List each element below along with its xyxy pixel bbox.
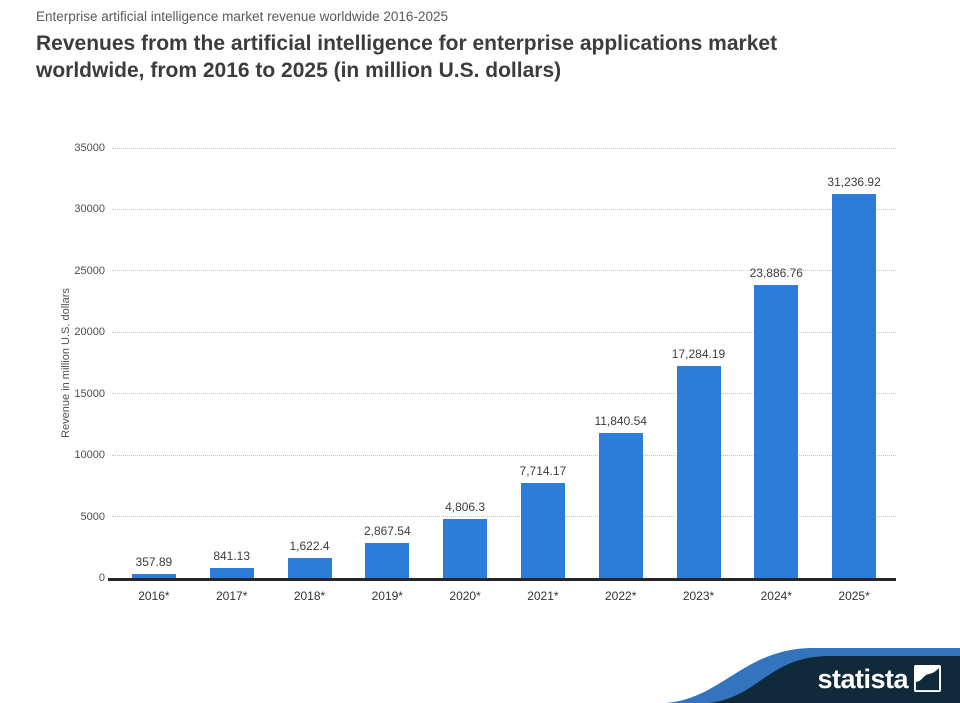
x-tick-label: 2018* xyxy=(293,589,326,603)
x-tick-label: 2019* xyxy=(371,589,403,603)
bar-value-label: 841.13 xyxy=(213,549,251,563)
bar xyxy=(598,433,643,578)
statista-wordmark: statista xyxy=(817,664,908,694)
x-axis-line xyxy=(108,578,896,581)
x-tick-label: 2017* xyxy=(216,589,248,603)
bar-value-label: 23,886.76 xyxy=(749,266,803,280)
y-tick-label: 35000 xyxy=(74,142,105,154)
bar-value-label: 357.89 xyxy=(135,555,173,569)
y-axis-title: Revenue in million U.S. dollars xyxy=(60,288,72,438)
statista-banner: statista xyxy=(600,640,960,703)
x-tick-label: 2022* xyxy=(605,589,637,603)
bar xyxy=(131,574,176,578)
gridline xyxy=(112,393,896,395)
y-tick-label: 20000 xyxy=(74,326,105,339)
bar xyxy=(209,568,254,578)
chart-title: Revenues from the artificial intelligenc… xyxy=(36,32,778,82)
bar-value-label: 31,236.92 xyxy=(827,175,881,189)
banner-swoosh-shape xyxy=(666,648,960,703)
bar xyxy=(520,483,565,578)
x-tick-label: 2024* xyxy=(760,589,792,603)
chart-subtitle: Enterprise artificial intelligence marke… xyxy=(36,9,448,24)
bar-value-label: 11,840.54 xyxy=(594,414,647,428)
bar-value-label: 7,714.17 xyxy=(519,464,567,478)
gridline xyxy=(112,516,896,518)
y-tick-label: 25000 xyxy=(74,264,105,277)
y-tick-label: 0 xyxy=(98,572,105,584)
gridline xyxy=(112,270,896,272)
x-tick-label: 2020* xyxy=(449,589,481,603)
bar-value-label: 1,622.4 xyxy=(289,539,330,553)
bar xyxy=(443,519,488,578)
bar-value-label: 17,284.19 xyxy=(671,347,726,361)
gridline xyxy=(112,208,896,210)
x-tick-label: 2025* xyxy=(838,589,870,603)
y-tick-label: 15000 xyxy=(74,387,105,400)
bar xyxy=(832,194,877,578)
x-tick-label: 2023* xyxy=(682,589,715,603)
y-tick-label: 30000 xyxy=(74,203,105,216)
x-tick-label: 2016* xyxy=(138,589,170,603)
bar xyxy=(754,285,799,578)
bar xyxy=(365,543,410,578)
gridline xyxy=(112,147,896,149)
y-tick-label: 10000 xyxy=(74,449,105,462)
bar-value-label: 2,867.54 xyxy=(363,524,411,538)
gridline xyxy=(112,454,896,456)
x-tick-label: 2021* xyxy=(527,589,559,603)
bar xyxy=(676,366,721,578)
banner-navy-shape xyxy=(708,656,960,703)
bar xyxy=(287,558,332,578)
gridline xyxy=(112,331,896,333)
statista-logo-icon xyxy=(914,665,941,692)
bar-value-label: 4,806.3 xyxy=(445,500,486,514)
y-tick-label: 5000 xyxy=(80,510,105,523)
